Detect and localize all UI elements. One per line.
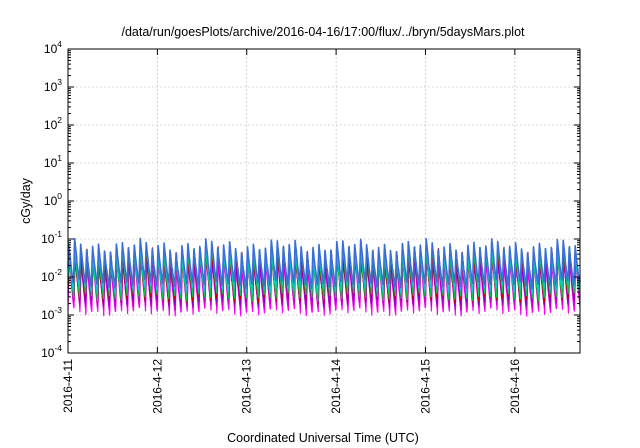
x-tick-label: 2016-4-15 — [418, 359, 432, 414]
series-line — [67, 237, 581, 290]
y-tick-exponent: -4 — [54, 343, 62, 353]
y-tick-exponent: -2 — [54, 267, 62, 277]
series-layer — [67, 237, 581, 317]
y-tick-exponent: 3 — [57, 77, 62, 87]
y-axis-label: cGy/day — [19, 177, 33, 224]
y-tick-label: 10-3 — [41, 305, 62, 322]
y-tick-label: 10-4 — [41, 343, 62, 360]
y-tick-exponent: 4 — [57, 39, 62, 49]
y-tick-label: 100 — [44, 191, 62, 208]
x-tick-label: 2016-4-16 — [508, 359, 522, 414]
x-axis: 2016-4-11 2016-4-12 2016-4-13 2016-4-14 2016… — [61, 49, 522, 414]
y-tick-exponent: -3 — [54, 305, 62, 315]
x-tick-label: 2016-4-13 — [240, 359, 254, 414]
y-tick-label: 102 — [44, 115, 62, 132]
x-tick-label: 2016-4-11 — [61, 359, 75, 413]
x-axis-label: Coordinated Universal Time (UTC) — [227, 431, 419, 445]
chart-title: /data/run/goesPlots/archive/2016-04-16/1… — [121, 25, 525, 39]
y-tick-label: 104 — [44, 39, 62, 56]
y-tick-exponent: 0 — [57, 191, 62, 201]
y-tick-exponent: 2 — [57, 115, 62, 125]
x-tick-label: 2016-4-12 — [150, 359, 164, 414]
y-tick-exponent: 1 — [57, 153, 62, 163]
y-tick-label: 10-1 — [41, 229, 62, 246]
y-tick-label: 10-2 — [41, 267, 62, 284]
y-tick-label: 103 — [44, 77, 62, 94]
y-tick-label: 101 — [44, 153, 62, 170]
x-tick-label: 2016-4-14 — [329, 359, 343, 414]
y-tick-exponent: -1 — [54, 229, 62, 239]
